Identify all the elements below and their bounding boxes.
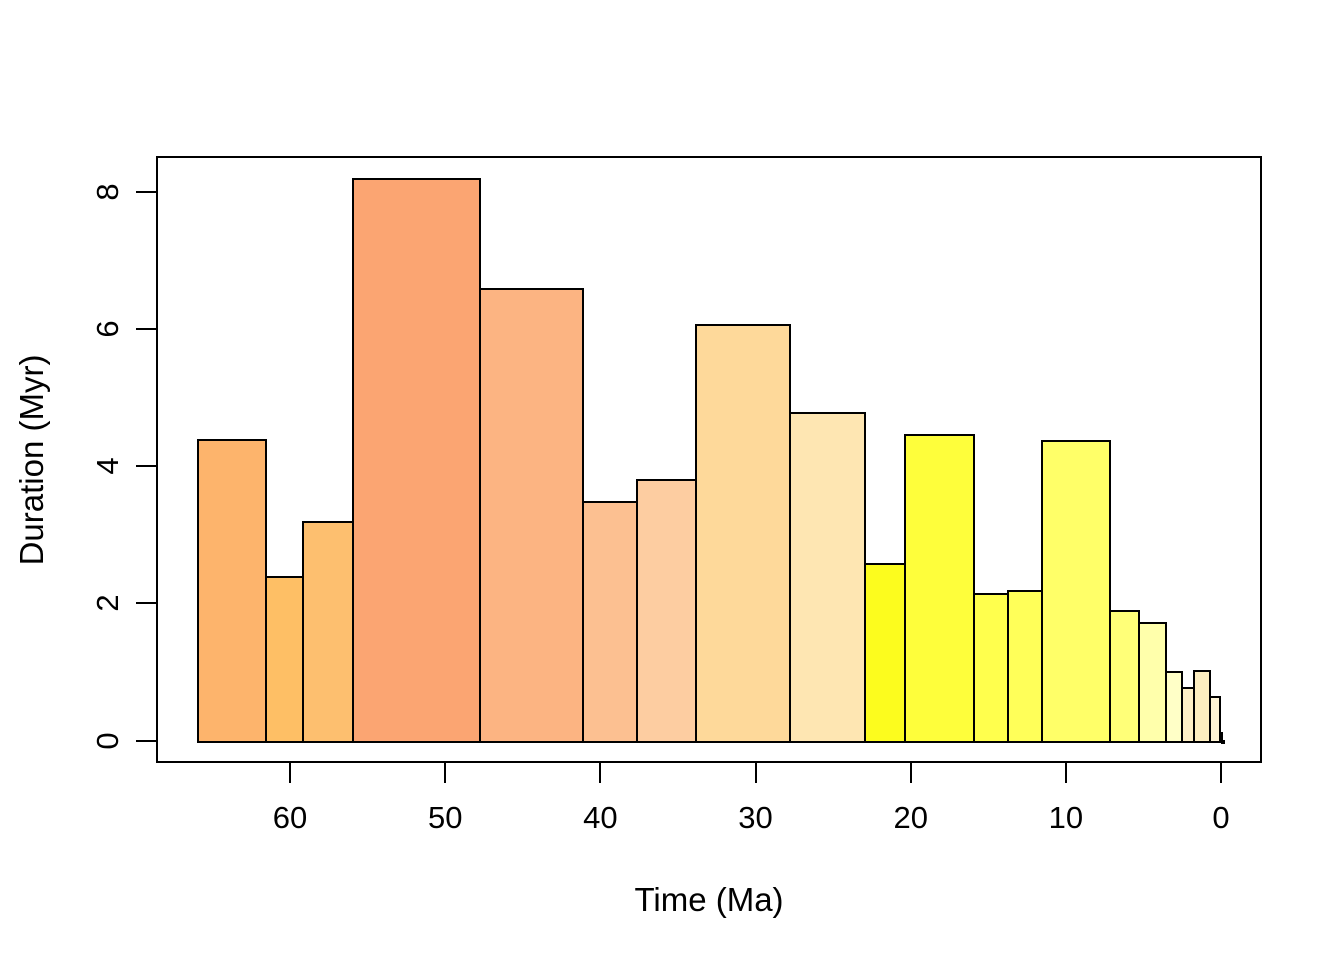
y-axis-tick-label: 0	[90, 731, 125, 750]
bar-bartonian	[581, 501, 638, 743]
x-axis-tick-label: 60	[272, 800, 308, 835]
y-axis-tick-label: 2	[90, 594, 125, 613]
x-axis-tick-label: 30	[738, 800, 773, 835]
x-axis-tick-label: 50	[427, 800, 463, 835]
y-axis-tick-label: 6	[90, 320, 125, 338]
bar-serravallian	[1006, 590, 1043, 743]
bar-thanetian	[302, 521, 355, 743]
y-axis-tick	[136, 328, 156, 331]
x-axis-tick	[909, 763, 912, 783]
bar-chibanian	[1209, 696, 1222, 743]
bar-langhian	[973, 593, 1009, 743]
bar-zanclean	[1138, 621, 1168, 743]
bar-messinian	[1108, 609, 1141, 743]
bar-aquitanian	[863, 562, 906, 743]
bar-chattian	[789, 412, 866, 743]
x-axis-tick	[1064, 763, 1067, 783]
bar-burdigalian	[903, 434, 976, 743]
y-axis-tick	[136, 465, 156, 468]
bar-holocene	[1220, 739, 1225, 744]
bar-selandian	[265, 576, 305, 743]
y-axis-title: Duration (Myr)	[13, 354, 50, 566]
bar-ypresian	[352, 178, 482, 743]
y-axis-tick	[136, 191, 156, 194]
y-axis-tick-label: 4	[90, 457, 125, 475]
bar-priabonian	[635, 479, 698, 743]
x-axis-title: Time (Ma)	[634, 881, 784, 918]
x-axis-tick-label: 40	[583, 800, 618, 835]
y-axis-tick	[136, 739, 156, 742]
x-axis-tick	[754, 763, 757, 783]
bar-danian	[196, 438, 268, 743]
plot-area	[156, 156, 1262, 763]
x-axis-tick	[1220, 763, 1223, 783]
x-axis-tick	[599, 763, 602, 783]
y-axis-tick-label: 8	[90, 183, 125, 201]
bar-rupelian	[695, 323, 792, 743]
bar-tortonian	[1040, 440, 1111, 743]
y-axis-tick	[136, 602, 156, 605]
x-axis-tick-label: 10	[1048, 800, 1084, 835]
x-axis-tick	[444, 763, 447, 783]
bar-lutetian	[479, 288, 584, 743]
x-axis-tick	[289, 763, 292, 783]
x-axis-tick-label: 0	[1212, 800, 1230, 835]
x-axis-tick-label: 20	[893, 800, 928, 835]
